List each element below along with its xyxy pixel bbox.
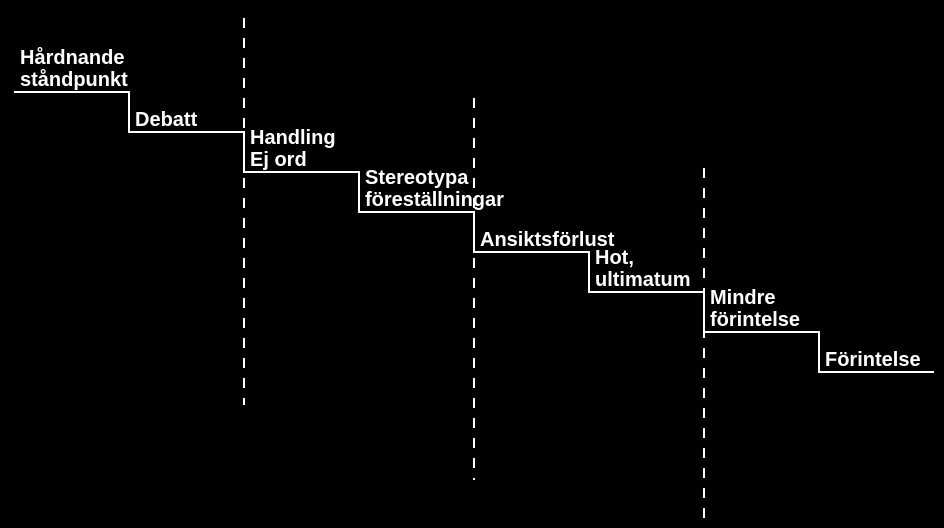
step-label: Förintelse (825, 349, 921, 371)
step-label: Debatt (135, 109, 198, 131)
diagram-background (0, 0, 944, 528)
step-label: Hårdnandeståndpunkt (20, 46, 128, 91)
escalation-staircase-diagram: HårdnandeståndpunktDebattHandlingEj ordS… (0, 0, 944, 528)
